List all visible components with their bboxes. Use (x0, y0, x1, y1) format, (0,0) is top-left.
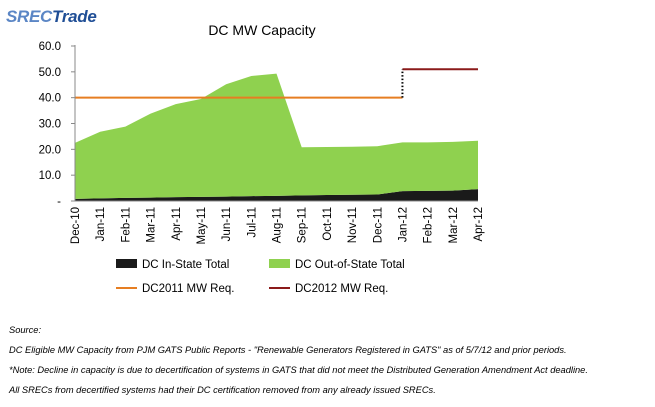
y-tick-label: 10.0 (39, 170, 61, 182)
legend-label: DC In-State Total (142, 259, 229, 271)
x-tick-label: Sep-11 (297, 207, 309, 243)
y-tick-label: 20.0 (39, 144, 61, 156)
y-axis-tick-labels: - 10.0 20.0 30.0 40.0 50.0 60.0 (39, 41, 62, 208)
y-tick-label: 50.0 (39, 67, 61, 79)
x-tick-label: Feb-11 (120, 207, 132, 243)
x-tick-label: Jun-11 (221, 207, 233, 241)
legend-swatch (269, 259, 290, 268)
x-axis-tick-labels: Dec-10 Jan-11 Feb-11 Mar-11 Apr-11 May-11 Jun-… (70, 207, 485, 245)
x-tick-label: Jul-11 (246, 207, 258, 237)
footnotes: Source: DC Eligible MW Capacity from PJM… (9, 324, 649, 404)
x-tick-label: Jan-12 (397, 207, 409, 242)
legend-label: DC Out-of-State Total (295, 259, 405, 271)
x-tick-label: Mar-11 (146, 207, 158, 243)
axes (71, 45, 478, 202)
x-tick-label: Jan-11 (95, 207, 107, 241)
note-source-label: Source: (9, 325, 42, 335)
x-tick-label: Oct-11 (322, 207, 334, 241)
capacity-chart: DC MW Capacity - 10.0 20.0 30.0 40.0 50.0 60.0… (39, 22, 485, 295)
area-series-2 (75, 73, 478, 199)
x-tick-label: Apr-12 (473, 207, 485, 242)
x-tick-label: Nov-11 (347, 207, 359, 243)
x-tick-label: Aug-11 (272, 207, 284, 243)
x-tick-label: Apr-11 (171, 207, 183, 241)
y-tick-label: - (57, 196, 61, 208)
x-tick-label: Dec-11 (372, 207, 384, 243)
area-layer (75, 73, 478, 201)
y-tick-label: 60.0 (39, 41, 61, 53)
chart-title: DC MW Capacity (208, 22, 315, 38)
y-tick-label: 30.0 (39, 119, 61, 131)
area-series-1 (75, 189, 478, 201)
note-decline-explanation: *Note: Decline in capacity is due to dec… (9, 365, 588, 375)
x-tick-label: Dec-10 (70, 207, 82, 244)
legend-swatch (116, 259, 137, 268)
y-tick-label: 40.0 (39, 93, 61, 105)
x-tick-label: Mar-12 (448, 207, 460, 243)
legend-label: DC2012 MW Req. (295, 283, 388, 295)
legend: DC In-State Total DC Out-of-State Total DC… (116, 259, 405, 295)
note-srec-certification: All SRECs from decertified systems had t… (9, 385, 436, 395)
note-data-source: DC Eligible MW Capacity from PJM GATS Pu… (9, 345, 567, 355)
srectrade-logo: SRECTrade (6, 7, 97, 26)
x-tick-label: Feb-12 (423, 207, 435, 243)
requirement-lines (75, 68, 478, 99)
legend-label: DC2011 MW Req. (142, 283, 234, 295)
x-tick-label: May-11 (196, 207, 208, 245)
